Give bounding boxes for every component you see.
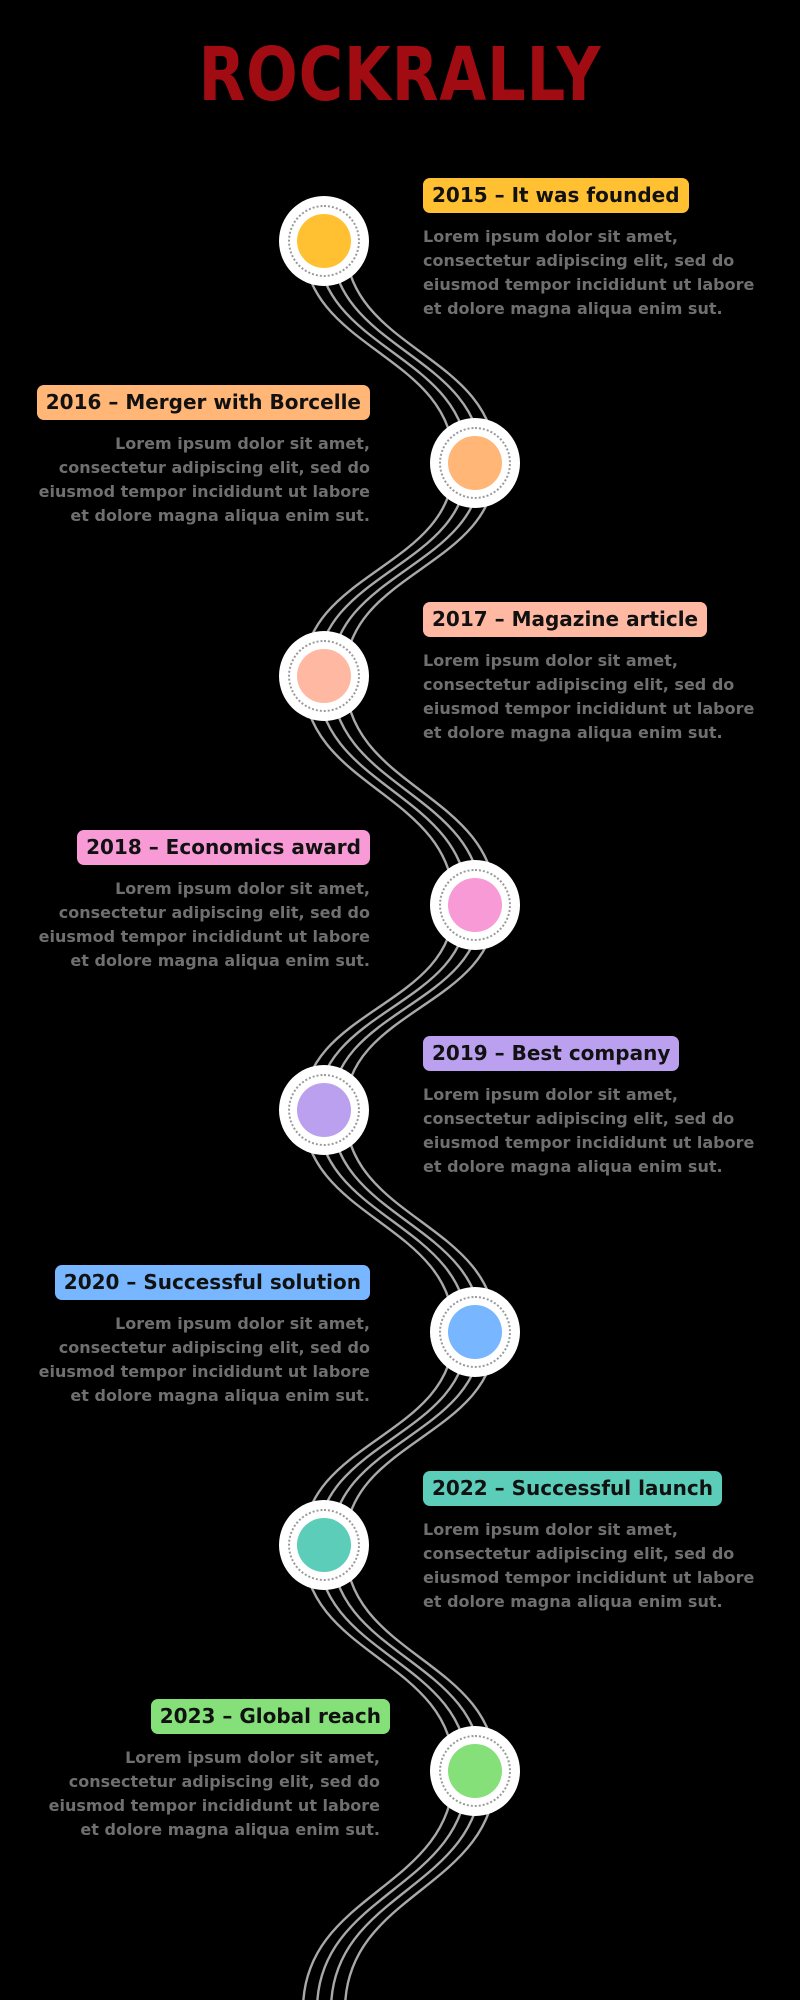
description-line: eiusmod tempor incididunt ut labore	[423, 275, 755, 294]
description-line: consectetur adipiscing elit, sed do	[58, 903, 370, 922]
milestone-marker-2019	[279, 1065, 369, 1155]
marker-core	[448, 436, 502, 490]
marker-core	[448, 1744, 502, 1798]
marker-dotted-ring	[288, 1074, 360, 1146]
description-line: eiusmod tempor incididunt ut labore	[38, 927, 370, 946]
marker-dotted-ring	[439, 869, 511, 941]
description-line: eiusmod tempor incididunt ut labore	[38, 1362, 370, 1381]
description-line: Lorem ipsum dolor sit amet,	[115, 879, 370, 898]
milestone-description: Lorem ipsum dolor sit amet, consectetur …	[423, 1083, 755, 1179]
description-line: consectetur adipiscing elit, sed do	[423, 251, 735, 270]
marker-dotted-ring	[439, 1296, 511, 1368]
description-line: et dolore magna aliqua enim sut.	[70, 951, 370, 970]
marker-dotted-ring	[288, 1509, 360, 1581]
milestone-marker-2023	[430, 1726, 520, 1816]
description-line: Lorem ipsum dolor sit amet,	[125, 1748, 380, 1767]
description-line: consectetur adipiscing elit, sed do	[58, 1338, 370, 1357]
description-line: consectetur adipiscing elit, sed do	[423, 1109, 735, 1128]
milestone-2016: 2016 – Merger with Borcelle Lorem ipsum …	[30, 385, 370, 528]
description-line: Lorem ipsum dolor sit amet,	[423, 227, 678, 246]
page-title: ROCKRALLY	[198, 32, 602, 118]
milestone-description: Lorem ipsum dolor sit amet, consectetur …	[423, 649, 755, 745]
description-line: consectetur adipiscing elit, sed do	[423, 1544, 735, 1563]
milestone-2015: 2015 – It was founded Lorem ipsum dolor …	[423, 178, 755, 321]
milestone-label: 2016 – Merger with Borcelle	[36, 385, 370, 420]
description-line: Lorem ipsum dolor sit amet,	[115, 434, 370, 453]
milestone-2023: 2023 – Global reach Lorem ipsum dolor si…	[40, 1699, 390, 1842]
description-line: eiusmod tempor incididunt ut labore	[38, 482, 370, 501]
marker-core	[448, 1305, 502, 1359]
marker-core	[297, 1083, 351, 1137]
description-line: eiusmod tempor incididunt ut labore	[48, 1796, 380, 1815]
milestone-description: Lorem ipsum dolor sit amet, consectetur …	[423, 225, 755, 321]
marker-dotted-ring	[288, 205, 360, 277]
milestone-label: 2022 – Successful launch	[423, 1471, 722, 1506]
description-line: eiusmod tempor incididunt ut labore	[423, 1568, 755, 1587]
milestone-marker-2017	[279, 631, 369, 721]
milestone-2022: 2022 – Successful launch Lorem ipsum dol…	[423, 1471, 755, 1614]
milestone-description: Lorem ipsum dolor sit amet, consectetur …	[30, 1312, 370, 1408]
milestone-label: 2018 – Economics award	[77, 830, 370, 865]
milestone-description: Lorem ipsum dolor sit amet, consectetur …	[423, 1518, 755, 1614]
marker-core	[297, 649, 351, 703]
milestone-label: 2019 – Best company	[423, 1036, 680, 1071]
milestone-description: Lorem ipsum dolor sit amet, consectetur …	[30, 877, 370, 973]
milestone-2017: 2017 – Magazine article Lorem ipsum dolo…	[423, 602, 755, 745]
milestone-2019: 2019 – Best company Lorem ipsum dolor si…	[423, 1036, 755, 1179]
description-line: consectetur adipiscing elit, sed do	[423, 675, 735, 694]
milestone-label: 2023 – Global reach	[150, 1699, 390, 1734]
description-line: et dolore magna aliqua enim sut.	[70, 506, 370, 525]
description-line: Lorem ipsum dolor sit amet,	[423, 1520, 678, 1539]
milestone-marker-2015	[279, 196, 369, 286]
marker-core	[297, 1518, 351, 1572]
milestone-label: 2020 – Successful solution	[54, 1265, 370, 1300]
description-line: et dolore magna aliqua enim sut.	[423, 723, 723, 742]
description-line: et dolore magna aliqua enim sut.	[423, 1592, 723, 1611]
description-line: Lorem ipsum dolor sit amet,	[423, 1085, 678, 1104]
description-line: et dolore magna aliqua enim sut.	[423, 299, 723, 318]
milestone-label: 2017 – Magazine article	[423, 602, 708, 637]
milestone-2020: 2020 – Successful solution Lorem ipsum d…	[30, 1265, 370, 1408]
description-line: consectetur adipiscing elit, sed do	[68, 1772, 380, 1791]
description-line: et dolore magna aliqua enim sut.	[423, 1157, 723, 1176]
marker-core	[297, 214, 351, 268]
marker-dotted-ring	[288, 640, 360, 712]
description-line: eiusmod tempor incididunt ut labore	[423, 699, 755, 718]
milestone-label: 2015 – It was founded	[423, 178, 689, 213]
milestone-2018: 2018 – Economics award Lorem ipsum dolor…	[30, 830, 370, 973]
description-line: consectetur adipiscing elit, sed do	[58, 458, 370, 477]
description-line: Lorem ipsum dolor sit amet,	[115, 1314, 370, 1333]
milestone-description: Lorem ipsum dolor sit amet, consectetur …	[40, 1746, 380, 1842]
marker-dotted-ring	[439, 427, 511, 499]
description-line: et dolore magna aliqua enim sut.	[70, 1386, 370, 1405]
milestone-marker-2020	[430, 1287, 520, 1377]
marker-core	[448, 878, 502, 932]
milestone-marker-2018	[430, 860, 520, 950]
milestone-description: Lorem ipsum dolor sit amet, consectetur …	[30, 432, 370, 528]
description-line: et dolore magna aliqua enim sut.	[80, 1820, 380, 1839]
description-line: Lorem ipsum dolor sit amet,	[423, 651, 678, 670]
description-line: eiusmod tempor incididunt ut labore	[423, 1133, 755, 1152]
marker-dotted-ring	[439, 1735, 511, 1807]
milestone-marker-2016	[430, 418, 520, 508]
milestone-marker-2022	[279, 1500, 369, 1590]
